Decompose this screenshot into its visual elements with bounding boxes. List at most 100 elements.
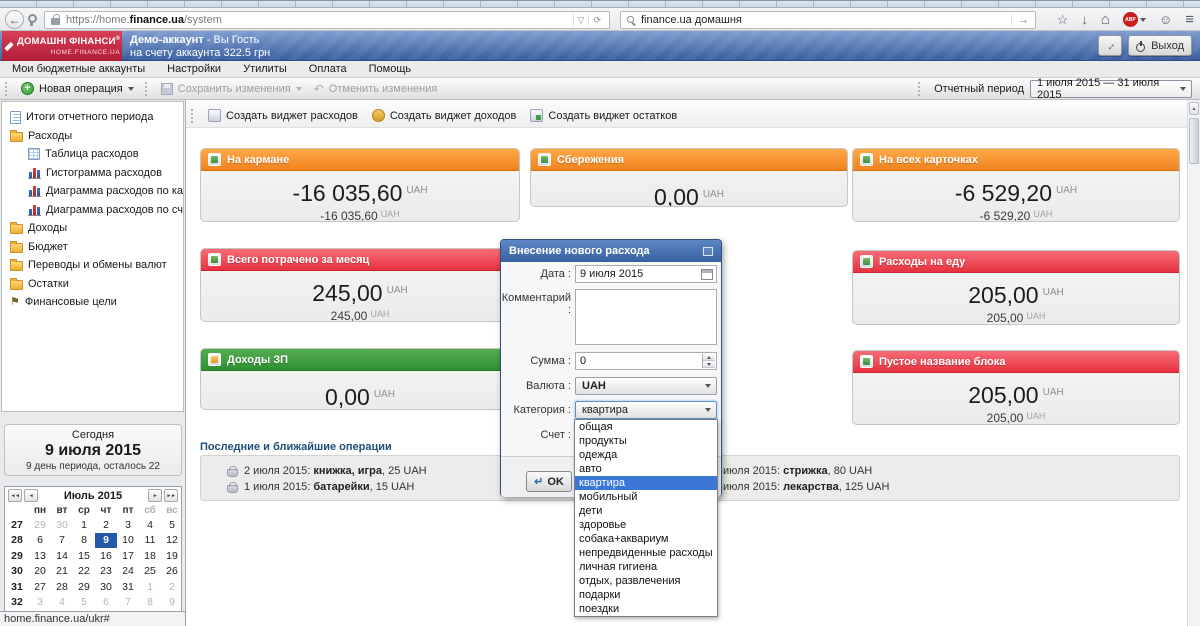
- calendar-day[interactable]: 19: [166, 549, 178, 562]
- calendar-day[interactable]: 31: [122, 580, 134, 593]
- calendar-day[interactable]: 30: [100, 580, 112, 593]
- dropdown-item[interactable]: мобильный: [579, 491, 638, 503]
- dropdown-item[interactable]: дети: [579, 505, 603, 517]
- calendar-day[interactable]: 8: [81, 534, 87, 547]
- calendar-day[interactable]: 18: [144, 549, 156, 562]
- widget-header[interactable]: Всего потрачено за месяц: [201, 249, 519, 271]
- calendar-day[interactable]: 7: [125, 596, 131, 609]
- operation-row[interactable]: июля 2015: лекарства, 125 UAH: [723, 479, 889, 495]
- download-icon[interactable]: ↓: [1081, 12, 1088, 27]
- calendar-day[interactable]: 27: [34, 580, 46, 593]
- spin-down-icon[interactable]: [703, 361, 715, 368]
- calendar-day[interactable]: 3: [125, 518, 131, 531]
- back-button[interactable]: ←: [5, 10, 24, 29]
- widget-header[interactable]: На кармане: [201, 149, 519, 171]
- spin-up-icon[interactable]: [703, 354, 715, 361]
- tree-item-transfers[interactable]: Переводы и обмены валют: [2, 256, 183, 275]
- widget-header[interactable]: Доходы ЗП: [201, 349, 519, 371]
- bookmark-star-icon[interactable]: ☆: [1056, 12, 1069, 27]
- calendar-day[interactable]: 12: [166, 534, 178, 547]
- app-logo[interactable]: ДОМАШНІ ФІНАНСИ® HOME.FINANCE.UA: [2, 31, 122, 61]
- widget-header[interactable]: Пустое название блока: [853, 351, 1179, 373]
- calendar-day[interactable]: 22: [78, 565, 90, 578]
- url-dropdown-icon[interactable]: ▽: [572, 13, 589, 27]
- amount-spinner[interactable]: [702, 354, 715, 368]
- dropdown-item[interactable]: здоровье: [579, 519, 627, 531]
- menu-hamburger-icon[interactable]: ≡: [1185, 11, 1194, 28]
- calendar-day[interactable]: 6: [103, 596, 109, 609]
- adblock-button[interactable]: ABP: [1122, 12, 1146, 27]
- vertical-scrollbar[interactable]: ▲: [1187, 100, 1200, 626]
- currency-select[interactable]: UAH: [575, 377, 717, 395]
- menu-item-accounts[interactable]: Мои бюджетные аккаунты: [12, 63, 146, 75]
- calendar-day[interactable]: 21: [56, 565, 68, 578]
- widget-header[interactable]: Расходы на еду: [853, 251, 1179, 273]
- dropdown-item[interactable]: подарки: [579, 589, 621, 601]
- ok-button[interactable]: ↵ OK: [526, 471, 572, 492]
- calendar-day-selected[interactable]: 9: [95, 532, 117, 548]
- calendar-day[interactable]: 23: [100, 565, 112, 578]
- search-box[interactable]: finance.ua домашня →: [620, 11, 1036, 29]
- calendar-day[interactable]: 4: [147, 518, 153, 531]
- dropdown-item[interactable]: собака+аквариум: [579, 533, 669, 545]
- menu-item-utilities[interactable]: Утилиты: [243, 63, 287, 75]
- calendar-prev-month-button[interactable]: ◄: [24, 489, 38, 502]
- tree-item-incomes[interactable]: Доходы: [2, 219, 183, 238]
- tree-item-summary[interactable]: Итоги отчетного периода: [2, 108, 183, 127]
- scroll-up-button[interactable]: ▲: [1189, 102, 1199, 115]
- operation-row[interactable]: июля 2015: стрижка, 80 UAH: [723, 463, 872, 479]
- create-balance-widget-button[interactable]: Создать виджет остатков: [523, 109, 684, 122]
- tree-item-budget[interactable]: Бюджет: [2, 238, 183, 257]
- menu-item-help[interactable]: Помощь: [368, 63, 412, 75]
- calendar-day[interactable]: 28: [56, 580, 68, 593]
- amount-input[interactable]: 0: [575, 352, 717, 370]
- tree-item-goals[interactable]: ⚑ Финансовые цели: [2, 293, 183, 312]
- calendar-day[interactable]: 4: [59, 596, 65, 609]
- calendar-day[interactable]: 25: [144, 565, 156, 578]
- extension-icon[interactable]: ☺: [1158, 12, 1173, 27]
- calendar-day[interactable]: 3: [37, 596, 43, 609]
- calendar-day[interactable]: 11: [144, 534, 156, 547]
- calendar-next-month-button[interactable]: ►: [148, 489, 162, 502]
- calendar-day[interactable]: 1: [81, 518, 87, 531]
- widget-header[interactable]: На всех карточках: [853, 149, 1179, 171]
- calendar-day[interactable]: 7: [59, 534, 65, 547]
- scroll-thumb[interactable]: [1189, 118, 1199, 164]
- dialog-titlebar[interactable]: Внесение нового расхода: [501, 240, 721, 262]
- create-income-widget-button[interactable]: Создать виджет доходов: [365, 109, 524, 122]
- reload-icon[interactable]: ⟳: [588, 13, 605, 27]
- calendar-day[interactable]: 24: [122, 565, 134, 578]
- dropdown-item[interactable]: поездки: [579, 603, 620, 615]
- tree-item-expense-by-category[interactable]: Диаграмма расходов по категориям: [2, 182, 183, 201]
- calendar-day[interactable]: 5: [169, 518, 175, 531]
- save-changes-button[interactable]: Сохранить изменения: [155, 79, 308, 99]
- search-value[interactable]: finance.ua домашня: [641, 14, 742, 26]
- new-operation-button[interactable]: + Новая операция: [15, 79, 140, 99]
- dropdown-item[interactable]: непредвиденные расходы: [579, 547, 713, 559]
- tree-item-expense-histogram[interactable]: Гистограмма расходов: [2, 164, 183, 183]
- tree-item-expense-table[interactable]: Таблица расходов: [2, 145, 183, 164]
- calendar-day[interactable]: 30: [56, 518, 68, 531]
- menu-item-payment[interactable]: Оплата: [308, 63, 347, 75]
- operation-row[interactable]: 1 июля 2015: батарейки, 15 UAH: [227, 479, 414, 495]
- calendar-day[interactable]: 15: [78, 549, 90, 562]
- tree-item-expense-by-account[interactable]: Диаграмма расходов по счетам: [2, 201, 183, 220]
- dialog-restore-icon[interactable]: [703, 246, 713, 256]
- calendar-day[interactable]: 20: [34, 565, 46, 578]
- widget-header[interactable]: Сбережения: [531, 149, 847, 171]
- dropdown-item-selected[interactable]: квартира: [575, 476, 717, 490]
- fullscreen-button[interactable]: ↔: [1098, 35, 1123, 56]
- dropdown-item[interactable]: одежда: [579, 449, 618, 461]
- date-picker-icon[interactable]: [701, 269, 713, 280]
- forward-button[interactable]: [27, 14, 37, 26]
- calendar-day[interactable]: 16: [100, 549, 112, 562]
- undo-changes-button[interactable]: ↶ Отменить изменения: [308, 79, 444, 99]
- calendar-day[interactable]: 14: [56, 549, 68, 562]
- search-go-icon[interactable]: →: [1011, 14, 1031, 26]
- menu-item-settings[interactable]: Настройки: [167, 63, 222, 75]
- calendar-day[interactable]: 17: [122, 549, 134, 562]
- tree-item-expenses[interactable]: Расходы: [2, 127, 183, 146]
- calendar-day[interactable]: 29: [78, 580, 90, 593]
- category-select[interactable]: квартира: [575, 401, 717, 419]
- calendar-day[interactable]: 29: [34, 518, 46, 531]
